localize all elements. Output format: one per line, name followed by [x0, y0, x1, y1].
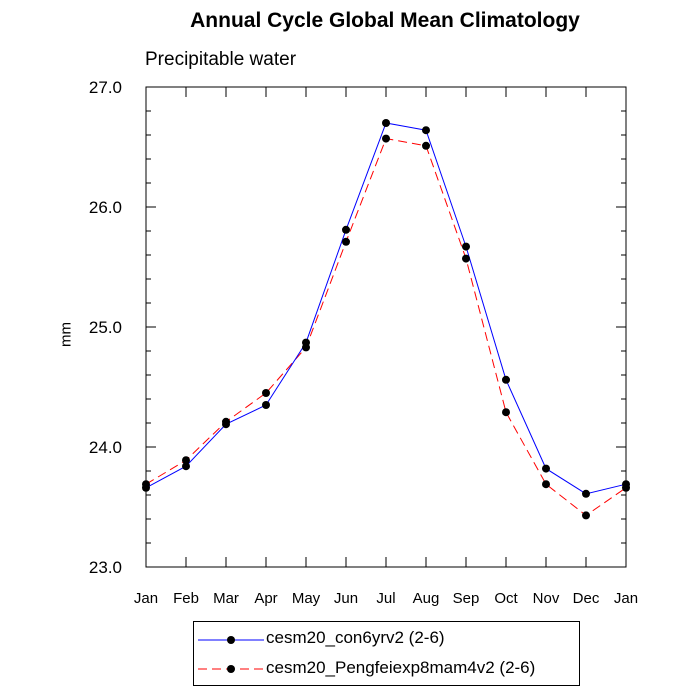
- x-tick-label: Jul: [376, 590, 395, 607]
- data-point-series-1: [502, 375, 510, 384]
- data-point-series-1: [182, 462, 190, 471]
- legend-marker-series-2: [227, 665, 235, 673]
- y-tick-label: 26.0: [89, 198, 122, 217]
- x-tick-label: Jun: [334, 590, 358, 607]
- x-tick-label: Jan: [614, 590, 638, 607]
- data-point-series-2: [462, 254, 470, 263]
- y-tick-label: 23.0: [89, 558, 122, 577]
- data-point-series-2: [622, 483, 630, 492]
- series-line-1: [145, 122, 627, 495]
- legend: cesm20_con6yrv2 (2-6) cesm20_Pengfeiexp8…: [193, 621, 580, 686]
- y-tick-label: 24.0: [89, 438, 122, 457]
- x-tick-label: Nov: [533, 590, 560, 607]
- data-point-series-2: [502, 408, 510, 417]
- legend-item-series-1: cesm20_con6yrv2 (2-6): [194, 624, 579, 654]
- legend-marker-series-1: [227, 636, 235, 644]
- data-point-series-2: [342, 237, 350, 246]
- chart-title: Annual Cycle Global Mean Climatology: [190, 9, 580, 32]
- legend-label-series-1: cesm20_con6yrv2 (2-6): [266, 628, 445, 647]
- data-point-series-1: [582, 489, 590, 498]
- data-point-series-2: [142, 480, 150, 489]
- plot-frame: [145, 86, 627, 568]
- data-point-series-1: [342, 225, 350, 234]
- data-point-series-2: [302, 343, 310, 352]
- x-tick-label: Dec: [573, 590, 600, 607]
- data-point-series-2: [262, 389, 270, 397]
- x-tick-label: Aug: [413, 590, 440, 607]
- x-tick-label: May: [292, 590, 321, 607]
- y-tick-label: 27.0: [89, 78, 122, 97]
- x-tick-label: Mar: [213, 590, 239, 607]
- x-tick-label: Oct: [494, 590, 518, 607]
- data-point-series-1: [542, 464, 550, 473]
- data-point-series-2: [542, 480, 550, 489]
- data-point-series-1: [382, 119, 390, 127]
- x-tick-label: Sep: [453, 590, 480, 607]
- legend-swatch-series-2: [198, 665, 264, 673]
- data-point-series-2: [582, 511, 590, 520]
- legend-item-series-2: cesm20_Pengfeiexp8mam4v2 (2-6): [194, 654, 579, 684]
- data-point-series-2: [222, 417, 230, 426]
- y-tick-label: 25.0: [89, 318, 122, 337]
- data-point-series-1: [422, 126, 430, 135]
- data-point-series-2: [182, 456, 190, 465]
- series-line-2: [145, 138, 627, 517]
- data-point-series-1: [462, 242, 470, 251]
- x-tick-label: Jan: [134, 590, 158, 607]
- legend-swatch-series-1: [198, 636, 264, 644]
- chart-plot: 23.0 24.0 25.0 26.0 27.0 Jan Feb Mar Apr May Jun Ju…: [89, 78, 638, 607]
- x-tick-label: Apr: [254, 590, 277, 607]
- x-tick-label: Feb: [173, 590, 199, 607]
- data-point-series-2: [422, 141, 430, 150]
- legend-label-series-2: cesm20_Pengfeiexp8mam4v2 (2-6): [266, 658, 536, 677]
- data-point-series-2: [382, 134, 390, 143]
- data-point-series-1: [262, 401, 270, 409]
- chart-subtitle: Precipitable water: [145, 49, 297, 70]
